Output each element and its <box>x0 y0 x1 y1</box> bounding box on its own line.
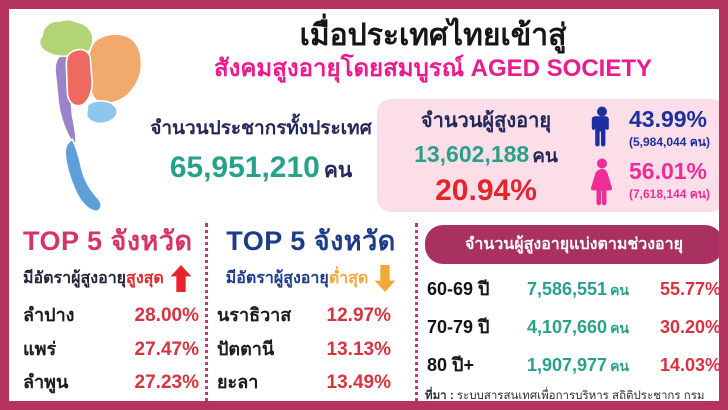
age-count-unit: คน <box>610 320 629 336</box>
table-row: นราธิวาส 12.97% <box>217 300 405 329</box>
elderly-totals: จำนวนผู้สูงอายุ 13,602,188 คน 20.94% <box>393 104 579 208</box>
top5-highest-subtitle: มีอัตราผู้สูงอายุสูงสุด <box>23 265 199 292</box>
column-divider-2 <box>415 223 418 401</box>
province-name: ลำปาง <box>23 305 75 325</box>
elderly-label: จำนวนผู้สูงอายุ <box>420 109 552 132</box>
source-text: ระบบสารสนเทศเพื่อการบริหาร สถิติประชากร … <box>456 390 705 402</box>
age-count: 1,907,977 คน <box>526 355 629 375</box>
province-name: ภูเก็ต <box>217 401 258 402</box>
top5-lowest-title: TOP 5 จังหวัด <box>226 226 396 256</box>
page-title: เมื่อประเทศไทยเข้าสู่ <box>299 19 567 52</box>
map-region-east <box>85 100 118 125</box>
province-percent: 13.13% <box>326 338 391 360</box>
table-row: 60-69 ปี 7,586,551 คน 55.77% <box>427 274 721 303</box>
top5-highest-subtitle-prefix: มีอัตราผู้สูงอายุ <box>23 270 127 287</box>
elderly-count-number: 13,602,188 <box>414 140 530 167</box>
male-stat-row: 43.99% (5,984,044 คน) <box>587 106 715 154</box>
table-row: ลำปาง 28.00% <box>23 300 199 329</box>
age-count: 4,107,660 คน <box>526 317 629 337</box>
table-row: แพร่ 27.47% <box>23 334 199 363</box>
thailand-map <box>38 18 143 213</box>
elderly-percent: 20.94% <box>435 173 537 207</box>
elderly-count: 13,602,188 คน <box>393 141 579 171</box>
arrow-up-icon <box>170 265 192 292</box>
province-percent: 13.49% <box>326 372 391 393</box>
elderly-count-unit: คน <box>532 145 558 167</box>
total-population-number: 65,951,210 <box>169 151 320 184</box>
province-percent: 27.23% <box>134 372 199 393</box>
column-divider-1 <box>205 223 208 401</box>
top5-highest-title: TOP 5 จังหวัด <box>23 226 193 256</box>
source-label: ที่มา : <box>425 390 454 402</box>
table-row: ปัตตานี 13.13% <box>217 334 405 363</box>
province-name: ปัตตานี <box>217 338 275 359</box>
elderly-by-gender: 43.99% (5,984,044 คน) 56.01% (7,618,144 … <box>579 106 715 206</box>
female-icon <box>590 158 613 205</box>
male-count: (5,984,044 คน) <box>629 135 710 150</box>
map-region-northeast <box>87 33 143 105</box>
province-percent: 28.00% <box>134 305 199 326</box>
top5-highest-subtitle-highlight: สูงสุด <box>126 270 164 287</box>
age-groups-section: จำนวนผู้สูงอายุแบ่งตามช่วงอายุ 60-69 ปี … <box>425 219 721 402</box>
province-name: นราธิวาส <box>217 305 292 325</box>
male-percent: 43.99% <box>629 105 708 132</box>
age-percent: 14.03% <box>659 355 721 375</box>
table-row: 80 ปี+ 1,907,977 คน 14.03% <box>427 350 721 379</box>
province-percent: 27.47% <box>134 338 199 360</box>
age-count: 7,586,551 คน <box>526 279 629 299</box>
age-range: 80 ปี+ <box>427 355 474 375</box>
age-groups-list: 60-69 ปี 7,586,551 คน 55.77% 70-79 ปี 4,1… <box>425 274 721 379</box>
elderly-summary-box: จำนวนผู้สูงอายุ 13,602,188 คน 20.94% 43.9… <box>377 99 719 212</box>
map-region-central <box>65 48 93 107</box>
top5-lowest-section: TOP 5 จังหวัด มีอัตราผู้สูงอายุต่ำสุด นร… <box>217 219 405 410</box>
total-population-unit: คน <box>323 159 353 182</box>
province-name: ยะลา <box>217 372 259 392</box>
province-percent: 27.06% <box>135 406 199 410</box>
age-percent: 30.20% <box>659 317 721 337</box>
table-row: 70-79 ปี 4,107,660 คน 30.20% <box>427 312 721 341</box>
female-count: (7,618,144 คน) <box>629 187 710 202</box>
table-row: ลำพูน 27.23% <box>23 367 199 396</box>
header: เมื่อประเทศไทยเข้าสู่ สังคมสูงอายุโดยสมบ… <box>157 17 709 83</box>
top5-highest-section: TOP 5 จังหวัด มีอัตราผู้สูงอายุสูงสุด ลำ… <box>23 219 199 410</box>
total-population-value: 65,951,210 คน <box>141 151 381 187</box>
page-subtitle: สังคมสูงอายุโดยสมบูรณ์ AGED SOCIETY <box>214 54 652 82</box>
female-stats: 56.01% (7,618,144 คน) <box>629 157 710 204</box>
data-source-note: ที่มา : ระบบสารสนเทศเพื่อการบริหาร สถิติ… <box>425 388 719 402</box>
top5-highest-list: ลำปาง 28.00% แพร่ 27.47% ลำพูน 27.23% สิ… <box>23 300 199 410</box>
province-name: แพร่ <box>23 338 57 359</box>
top5-lowest-subtitle-prefix: มีอัตราผู้สูงอายุ <box>225 270 329 287</box>
male-icon <box>591 106 609 146</box>
total-population-label: จำนวนประชากรทั้งประเทศ <box>150 118 372 139</box>
top5-lowest-subtitle: มีอัตราผู้สูงอายุต่ำสุด <box>217 265 405 292</box>
table-row: ภูเก็ต 13.73% <box>217 401 405 410</box>
total-population-block: จำนวนประชากรทั้งประเทศ 65,951,210 คน <box>141 113 381 187</box>
map-region-south <box>64 138 102 213</box>
table-row: ยะลา 13.49% <box>217 367 405 396</box>
male-stats: 43.99% (5,984,044 คน) <box>629 105 710 152</box>
table-row: สิงห์บุรี 27.06% <box>23 401 199 410</box>
female-stat-row: 56.01% (7,618,144 คน) <box>587 158 715 206</box>
province-percent: 13.73% <box>327 406 391 410</box>
age-count-unit: คน <box>610 358 629 374</box>
age-range: 60-69 ปี <box>427 279 490 299</box>
province-percent: 12.97% <box>326 305 391 326</box>
age-groups-header: จำนวนผู้สูงอายุแบ่งตามช่วงอายุ <box>425 225 719 264</box>
arrow-down-icon <box>374 265 396 292</box>
province-name: ลำพูน <box>23 372 69 392</box>
age-count-unit: คน <box>610 282 629 298</box>
top5-lowest-subtitle-highlight: ต่ำสุด <box>328 270 369 287</box>
age-range: 70-79 ปี <box>427 317 490 337</box>
province-name: สิงห์บุรี <box>23 401 76 402</box>
age-percent: 55.77% <box>659 279 721 299</box>
female-percent: 56.01% <box>629 157 708 184</box>
top5-lowest-list: นราธิวาส 12.97% ปัตตานี 13.13% ยะลา 13.4… <box>217 300 405 410</box>
